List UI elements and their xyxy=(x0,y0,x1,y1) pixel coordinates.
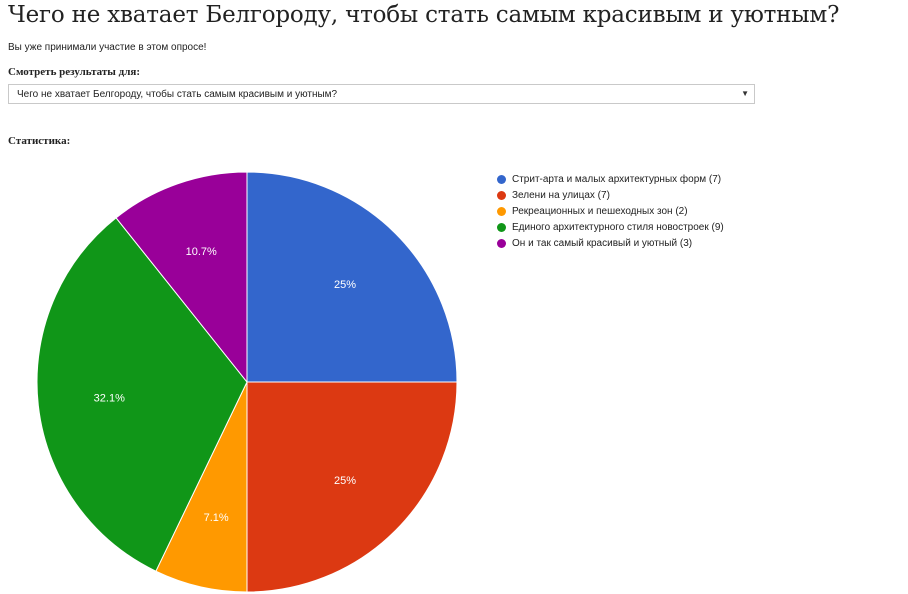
legend-label: Единого архитектурного стиля новостроек … xyxy=(512,221,724,233)
legend-dot-icon xyxy=(497,190,506,200)
legend-dot-icon xyxy=(497,174,506,184)
legend-dot-icon xyxy=(497,238,506,248)
legend-dot-icon xyxy=(497,222,506,232)
pie-slice-0 xyxy=(246,171,458,383)
chevron-down-icon[interactable]: ▼ xyxy=(741,89,749,98)
legend-item-0: Стрит-арта и малых архитектурных форм (7… xyxy=(497,171,724,187)
poll-select[interactable]: Чего не хватает Белгороду, чтобы стать с… xyxy=(8,84,755,104)
stats-label: Статистика: xyxy=(8,135,71,147)
legend-label: Рекреационных и пешеходных зон (2) xyxy=(512,205,688,217)
legend-label: Стрит-арта и малых архитектурных форм (7… xyxy=(512,173,722,185)
legend-item-3: Единого архитектурного стиля новостроек … xyxy=(497,219,724,235)
pie-slice-label-4: 10.7% xyxy=(186,246,217,258)
pie-slice-label-2: 7.1% xyxy=(204,512,229,524)
chart-legend: Стрит-арта и малых архитектурных форм (7… xyxy=(497,171,724,251)
page-title: Чего не хватает Белгороду, чтобы стать с… xyxy=(8,2,840,28)
pie-slice-label-1: 25% xyxy=(334,475,356,487)
participated-note: Вы уже принимали участие в этом опросе! xyxy=(8,42,207,53)
legend-item-2: Рекреационных и пешеходных зон (2) xyxy=(497,203,724,219)
legend-item-1: Зелени на улицах (7) xyxy=(497,187,724,203)
pie-slice-1 xyxy=(246,381,458,593)
results-for-label: Смотреть результаты для: xyxy=(8,66,140,78)
legend-item-4: Он и так самый красивый и уютный (3) xyxy=(497,235,724,251)
legend-label: Зелени на улицах (7) xyxy=(512,189,610,201)
pie-slice-3 xyxy=(36,217,248,572)
legend-dot-icon xyxy=(497,206,506,216)
pie-slice-label-0: 25% xyxy=(334,279,356,291)
pie-slice-4 xyxy=(115,171,248,384)
legend-label: Он и так самый красивый и уютный (3) xyxy=(512,237,693,249)
poll-select-value: Чего не хватает Белгороду, чтобы стать с… xyxy=(17,88,338,100)
pie-slice-label-3: 32.1% xyxy=(94,393,125,405)
